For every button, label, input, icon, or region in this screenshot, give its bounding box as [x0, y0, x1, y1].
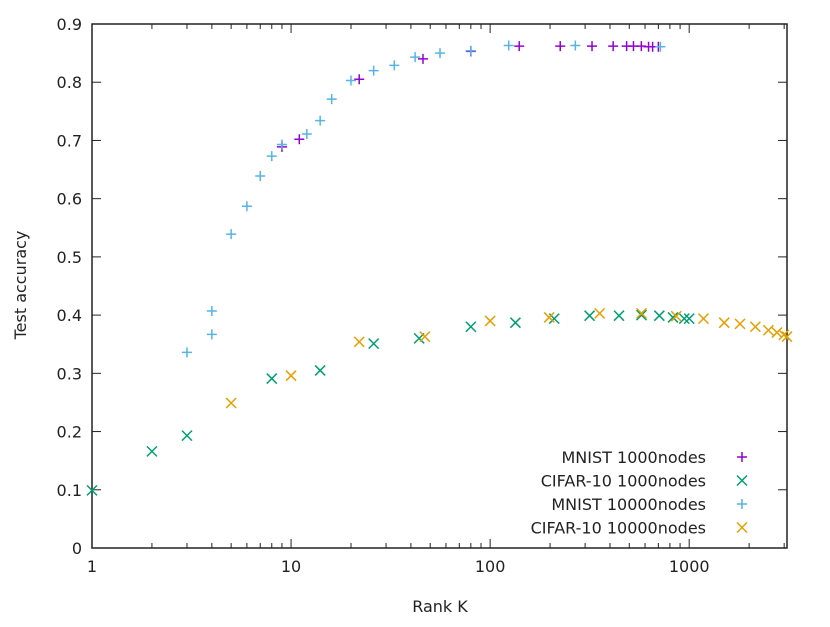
data-point	[667, 311, 679, 323]
data-point	[86, 484, 98, 496]
data-point	[226, 229, 237, 240]
legend-label: MNIST 1000nodes	[562, 448, 707, 467]
data-point	[509, 317, 521, 329]
data-point	[241, 201, 252, 212]
data-point	[594, 307, 606, 319]
data-point	[635, 309, 648, 321]
data-point	[326, 94, 337, 105]
data-point	[368, 65, 379, 76]
legend-label: CIFAR-10 1000nodes	[541, 472, 706, 491]
data-point	[417, 53, 428, 64]
y-tick-label: 0.3	[57, 364, 82, 383]
data-point	[285, 370, 297, 382]
data-point	[181, 347, 192, 358]
data-point	[353, 336, 365, 348]
data-point	[315, 115, 326, 126]
data-point	[503, 40, 514, 51]
legend-marker	[737, 452, 747, 462]
data-point	[543, 311, 555, 323]
data-point	[778, 329, 790, 341]
data-point	[635, 307, 648, 319]
data-point	[255, 170, 266, 181]
data-point	[434, 48, 445, 59]
data-point	[555, 41, 566, 52]
y-axis-label: Test accuracy	[11, 231, 30, 341]
data-point	[718, 317, 730, 329]
x-tick-label: 1000	[669, 557, 710, 576]
y-tick-label: 0.1	[57, 481, 82, 500]
y-tick-label: 0.9	[57, 15, 82, 34]
x-tick-label: 100	[475, 557, 506, 576]
data-point	[181, 430, 193, 442]
data-point	[301, 129, 312, 140]
data-point	[146, 445, 158, 457]
legend-label: CIFAR-10 10000nodes	[531, 519, 706, 538]
axes	[91, 23, 788, 549]
data-point	[655, 41, 666, 52]
y-tick-label: 0.2	[57, 423, 82, 442]
x-tick-label: 1	[87, 557, 97, 576]
data-points	[86, 40, 793, 496]
data-point	[683, 313, 695, 325]
data-point	[608, 41, 619, 52]
legend: MNIST 1000nodes CIFAR-10 1000nodes MNIST 1…	[531, 448, 748, 538]
data-point	[206, 306, 217, 317]
tick-labels: 0 0.1 0.2 0.3 0.4 0.5 0.6 0.7 0.8 0.9 1 10 100 1000	[57, 15, 710, 576]
legend-marker	[737, 499, 747, 509]
data-point	[419, 331, 431, 343]
data-point	[465, 45, 476, 56]
data-point	[613, 310, 625, 322]
data-point	[410, 52, 421, 63]
legend-marker	[736, 474, 748, 487]
data-point	[514, 41, 525, 52]
y-tick-label: 0.6	[57, 190, 82, 209]
data-point	[670, 310, 682, 322]
data-point	[294, 134, 305, 145]
data-point	[749, 321, 761, 333]
data-point	[266, 151, 277, 162]
data-point	[266, 373, 278, 385]
data-point	[484, 315, 496, 327]
data-point	[276, 139, 287, 150]
data-point	[314, 364, 326, 376]
data-point	[587, 41, 598, 52]
y-tick-label: 0.4	[57, 306, 82, 325]
x-axis-label: Rank K	[412, 597, 468, 616]
plot-border	[91, 23, 788, 549]
data-point	[206, 329, 217, 340]
data-point	[653, 310, 665, 322]
data-point	[697, 313, 710, 325]
y-tick-label: 0.8	[57, 73, 82, 92]
y-tick-label: 0.7	[57, 131, 82, 150]
y-tick-label: 0	[72, 539, 82, 558]
data-point	[734, 318, 746, 330]
data-point	[225, 397, 237, 409]
data-point	[570, 40, 581, 51]
data-point	[762, 324, 774, 336]
data-point	[354, 74, 365, 85]
data-point	[781, 331, 793, 343]
legend-marker	[736, 521, 748, 534]
legend-label: MNIST 10000nodes	[551, 495, 706, 514]
data-point	[389, 60, 400, 71]
data-point	[368, 338, 380, 350]
data-point	[771, 327, 783, 339]
data-point	[465, 321, 477, 333]
data-point	[345, 75, 356, 86]
data-point	[678, 313, 690, 325]
x-tick-label: 10	[281, 557, 301, 576]
y-tick-label: 0.5	[57, 248, 82, 267]
data-point	[584, 310, 596, 322]
